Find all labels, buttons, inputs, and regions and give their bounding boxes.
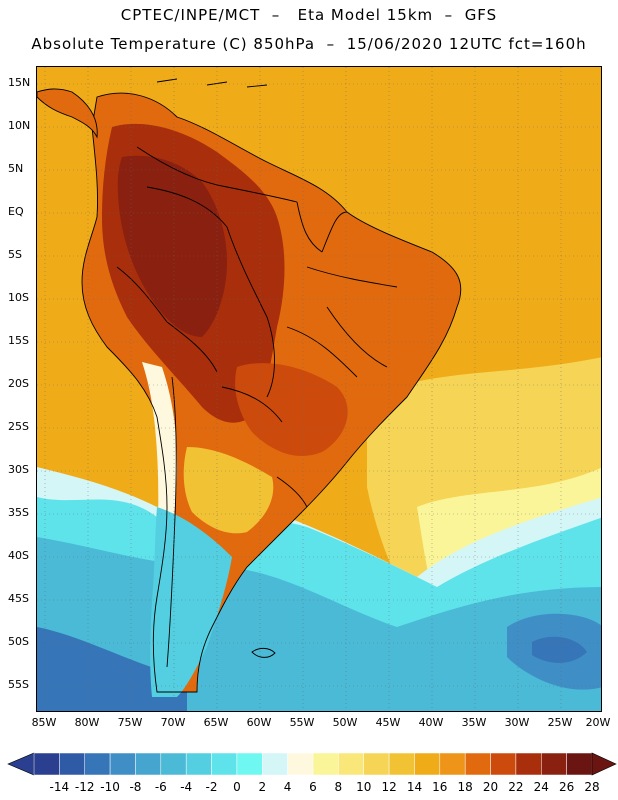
colorbar-swatch xyxy=(388,752,415,776)
border-paraguay xyxy=(221,386,283,423)
lon-label: 85W xyxy=(31,716,57,729)
colorbar-tick-label: 0 xyxy=(233,780,241,794)
colorbar-min-arrow xyxy=(7,752,35,776)
colorbar-swatch xyxy=(262,752,288,776)
colorbar xyxy=(7,752,617,776)
lat-label: 5N xyxy=(8,162,24,175)
colorbar-tick-label: 20 xyxy=(482,780,499,794)
border-brazil-west xyxy=(146,186,275,398)
colorbar-legend: -14 -12 -10 -8 -6 -4 -2 0 2 4 6 8 10 12 14 16 18 20 22 24 26… xyxy=(0,748,618,798)
lat-label: 45S xyxy=(8,592,29,605)
lat-label: 15S xyxy=(8,334,29,347)
central-america-land xyxy=(37,88,98,139)
colorbar-tick-label: 24 xyxy=(533,780,549,794)
patagonia-cold xyxy=(150,507,232,697)
colorbar-tick-label: 10 xyxy=(356,780,372,794)
lat-label: 55S xyxy=(8,678,29,691)
colorbar-swatch xyxy=(185,752,212,776)
border-uruguay xyxy=(276,476,308,508)
colorbar-tick-label: 18 xyxy=(457,780,473,794)
colorbar-swatch xyxy=(236,752,263,776)
lon-label: 30W xyxy=(504,716,530,729)
south-america-coastline xyxy=(81,92,462,693)
colorbar-swatch xyxy=(490,752,517,776)
falkland-islands xyxy=(251,647,276,658)
lon-label: 25W xyxy=(547,716,573,729)
colorbar-tick-label: -4 xyxy=(180,780,193,794)
lon-label: 75W xyxy=(117,716,143,729)
lat-label: 20S xyxy=(8,377,29,390)
border-guianas xyxy=(296,201,348,253)
colorbar-swatch xyxy=(135,752,162,776)
colorbar-swatch xyxy=(439,752,466,776)
ocean-coldest-field xyxy=(37,627,187,711)
temperature-map xyxy=(36,66,602,712)
lon-label: 50W xyxy=(332,716,358,729)
map-title-line2: Absolute Temperature (C) 850hPa – 15/06/… xyxy=(31,35,587,53)
ocean-cold-eddy-core xyxy=(532,636,587,663)
lat-label: 15N xyxy=(8,76,31,89)
colorbar-tick-label: 2 xyxy=(258,780,267,794)
map-canvas xyxy=(37,67,601,711)
lat-label: 5S xyxy=(8,248,22,261)
border-colombia-venezuela xyxy=(136,146,298,203)
colorbar-swatch xyxy=(287,752,314,776)
colorbar-tick-label: 22 xyxy=(508,780,524,794)
colorbar-tick-label: 8 xyxy=(334,780,343,794)
colorbar-tick-label: 12 xyxy=(381,780,397,794)
colorbar-tick-label: 16 xyxy=(432,780,448,794)
lat-label: 30S xyxy=(8,463,29,476)
colorbar-tick-label: 28 xyxy=(584,780,600,794)
colorbar-tick-label: -8 xyxy=(129,780,142,794)
colorbar-tick-label: -12 xyxy=(74,780,95,794)
pampas-mild xyxy=(183,447,274,534)
country-borders xyxy=(81,92,462,693)
colorbar-swatch xyxy=(338,752,364,776)
interior-hottest-zone xyxy=(117,155,227,337)
colorbar-swatch xyxy=(414,752,441,776)
border-peru-bolivia xyxy=(116,266,218,373)
lon-label: 45W xyxy=(375,716,401,729)
border-argentina-chile xyxy=(166,376,177,668)
south-interior-warm xyxy=(235,363,348,456)
colorbar-swatch xyxy=(312,752,339,776)
colorbar-swatch xyxy=(566,752,593,776)
colorbar-swatch xyxy=(515,752,542,776)
colorbar-tick-label: 14 xyxy=(406,780,423,794)
colorbar-tick-label: 6 xyxy=(309,780,317,794)
lon-label: 20W xyxy=(585,716,611,729)
colorbar-swatch xyxy=(464,752,491,776)
lat-label: 35S xyxy=(8,506,29,519)
lat-label: 10N xyxy=(8,119,31,132)
colorbar-tick-label: -14 xyxy=(49,780,70,794)
lon-label: 65W xyxy=(203,716,229,729)
colorbar-swatch xyxy=(160,752,187,776)
colorbar-max-arrow xyxy=(591,752,617,776)
colorbar-tick-label: -10 xyxy=(100,780,120,794)
lon-label: 35W xyxy=(461,716,487,729)
lat-label: 25S xyxy=(8,420,29,433)
lon-label: 70W xyxy=(160,716,186,729)
map-title-line1: CPTEC/INPE/MCT – Eta Model 15km – GFS xyxy=(120,6,498,24)
colorbar-swatch xyxy=(33,752,60,776)
colorbar-tick-label: -6 xyxy=(154,780,167,794)
colorbar-tick-label: 26 xyxy=(558,780,575,794)
lat-label: EQ xyxy=(8,205,24,218)
colorbar-tick-label: -2 xyxy=(205,780,218,794)
lat-label: 10S xyxy=(8,291,29,304)
lon-label: 55W xyxy=(289,716,315,729)
colorbar-swatch xyxy=(211,752,238,776)
lat-label: 50S xyxy=(8,635,29,648)
lon-label: 80W xyxy=(74,716,100,729)
lat-label: 40S xyxy=(8,549,29,562)
lon-label: 60W xyxy=(246,716,272,729)
colorbar-swatch xyxy=(541,752,567,776)
colorbar-swatch xyxy=(59,752,85,776)
colorbar-swatch xyxy=(363,752,390,776)
lon-label: 40W xyxy=(418,716,444,729)
colorbar-swatch xyxy=(84,752,111,776)
colorbar-tick-label: 4 xyxy=(283,780,292,794)
colorbar-swatch xyxy=(109,752,136,776)
border-brazil-states xyxy=(286,266,398,378)
